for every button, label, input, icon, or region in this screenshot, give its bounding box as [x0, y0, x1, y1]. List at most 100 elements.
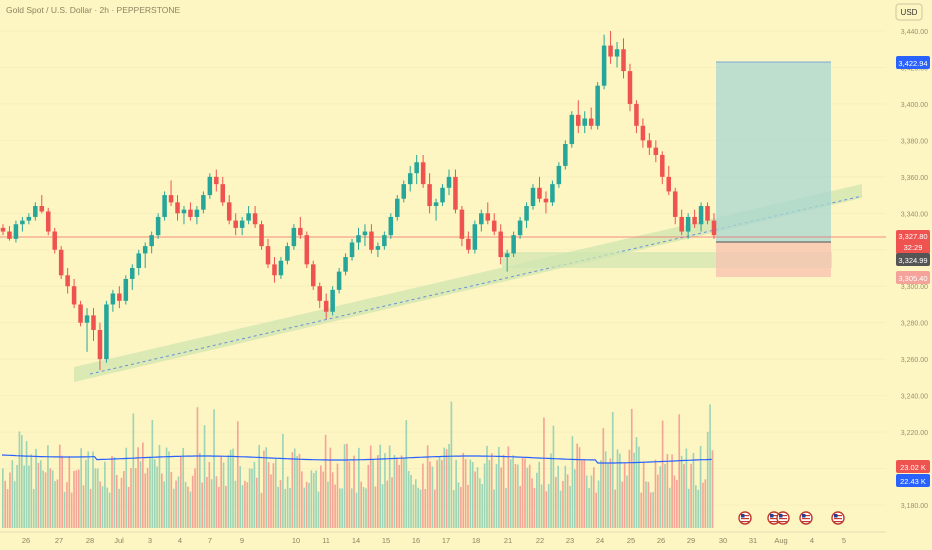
volume-bar: [23, 465, 26, 528]
volume-bar: [647, 481, 650, 528]
volume-bar: [132, 413, 135, 528]
us-flag-event-icon[interactable]: [799, 511, 813, 525]
candle-body: [207, 176, 213, 196]
candle-body: [181, 209, 187, 214]
volume-bar: [640, 492, 643, 528]
candle-body: [136, 253, 141, 268]
ascending-channel: [74, 184, 862, 382]
volume-bar: [538, 461, 541, 528]
volume-bar: [552, 425, 555, 528]
volume-bar: [621, 481, 624, 528]
volume-bar: [493, 489, 495, 528]
volume-bar: [61, 455, 63, 528]
volume-bar: [279, 480, 282, 528]
volume-bar: [203, 425, 206, 528]
stop-zone: [716, 242, 831, 277]
candle-body: [0, 227, 6, 232]
candle-body: [511, 235, 516, 254]
volume-bar: [208, 462, 211, 528]
candle-body: [162, 195, 167, 217]
candle-body: [601, 45, 607, 86]
volume-bar: [443, 447, 446, 528]
volume-bar: [20, 435, 23, 528]
us-flag-event-icon[interactable]: [776, 511, 790, 525]
candle-body: [291, 227, 297, 247]
volume-bar: [255, 477, 258, 528]
candle-body: [155, 216, 161, 236]
volume-bar: [623, 462, 626, 528]
volume-bar: [253, 462, 256, 528]
volume-bar: [517, 464, 519, 528]
volume-bar: [331, 472, 334, 528]
volume-bar: [702, 482, 704, 528]
volume-bar: [400, 455, 403, 528]
time-scale[interactable]: 26 27 28 Jul 3 4 7 9 10 11 14 15 16 17 18 21 22 23 24 25 26 2…: [22, 536, 846, 545]
candle-body: [13, 224, 19, 239]
volume-bar: [467, 484, 469, 528]
volume-bar: [187, 486, 189, 528]
candle-body: [588, 118, 594, 126]
volume-bar: [410, 474, 412, 528]
volume-bar: [666, 454, 669, 528]
volume-bar: [334, 484, 336, 528]
volume-bar: [488, 460, 491, 528]
candle-body: [252, 213, 258, 225]
volume-bar: [32, 489, 35, 528]
target-zone: [716, 62, 831, 242]
volume-bar: [645, 481, 647, 528]
volume-bar: [310, 470, 313, 528]
volume-bar: [578, 447, 581, 528]
volume-bar: [222, 462, 225, 528]
candle-body: [440, 187, 445, 203]
volume-bar: [533, 488, 536, 528]
time-tick-label: 30: [719, 536, 727, 545]
volume-bar: [607, 462, 609, 528]
time-tick-label: 26: [657, 536, 665, 545]
economic-events[interactable]: [738, 511, 845, 525]
volume-bar: [104, 461, 106, 528]
volume-bar: [85, 459, 87, 528]
volume-bar: [526, 467, 529, 528]
volume-bar: [528, 464, 531, 528]
candle-body: [517, 220, 523, 236]
candle-body: [78, 304, 83, 323]
volume-bar: [284, 488, 287, 528]
candle-body: [395, 198, 400, 217]
candle-body: [343, 257, 348, 272]
volume-bar: [80, 448, 82, 528]
volume-bar: [417, 487, 419, 528]
volume-bar: [51, 470, 54, 528]
volume-bar: [471, 461, 474, 528]
us-flag-event-icon[interactable]: [738, 511, 752, 525]
volume-bar: [49, 468, 52, 528]
candle-body: [621, 49, 626, 72]
candle-body: [459, 209, 465, 239]
volume-bar: [213, 409, 215, 528]
volume-bar: [303, 487, 306, 528]
volume-bar: [360, 481, 363, 528]
currency-button[interactable]: [895, 3, 923, 21]
volume-bar: [296, 456, 298, 528]
volume-bar: [507, 446, 510, 528]
volume-bar: [657, 474, 659, 528]
volume-bar: [156, 466, 158, 528]
volume-bar: [125, 447, 128, 528]
candle-body: [104, 304, 109, 360]
grid-lines: [0, 30, 886, 506]
volume-bar: [595, 492, 597, 528]
volume-bar: [191, 475, 194, 528]
candle-body: [685, 216, 691, 232]
volume-bar: [709, 404, 711, 528]
volume-bar: [120, 477, 123, 528]
candle-body: [524, 206, 529, 221]
volume-bar: [452, 490, 455, 528]
time-tick-label: 11: [322, 536, 330, 545]
volume-bar: [298, 453, 301, 528]
us-flag-event-icon[interactable]: [831, 511, 845, 525]
candle-body: [491, 220, 497, 232]
candle-body: [705, 206, 710, 221]
time-tick-label: 10: [292, 536, 300, 545]
volume-bar: [42, 470, 45, 528]
volume-layer: [2, 401, 714, 528]
